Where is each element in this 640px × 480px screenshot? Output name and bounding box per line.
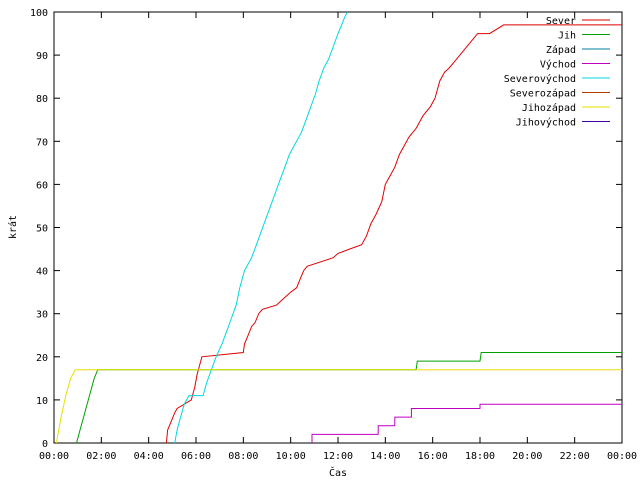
y-axis-label: krát xyxy=(7,215,19,239)
y-tick-label: 50 xyxy=(36,224,48,235)
legend: Sever Jih Západ Východ Severovýchod Severozáp… xyxy=(504,16,610,129)
series-line-sever xyxy=(165,24,622,444)
x-tick-label: 00:00 xyxy=(607,451,637,462)
x-tick-label: 00:00 xyxy=(39,451,69,462)
x-tick-label: 06:00 xyxy=(181,451,211,462)
series-line-východ xyxy=(311,403,622,443)
x-tick-label: 12:00 xyxy=(323,451,353,462)
y-tick-label: 60 xyxy=(36,180,48,191)
series-line-jihozápad xyxy=(55,369,622,444)
x-tick-label: 02:00 xyxy=(86,451,116,462)
series-line-jih xyxy=(76,352,622,444)
x-axis-label: Čas xyxy=(329,466,347,479)
x-tick-label: 14:00 xyxy=(370,451,400,462)
x-tick-label: 10:00 xyxy=(276,451,306,462)
legend-label: Severozápad xyxy=(510,88,576,100)
legend-label: Severovýchod xyxy=(504,73,576,85)
x-tick-label: 18:00 xyxy=(465,451,495,462)
legend-label: Jihovýchod xyxy=(516,117,576,129)
y-tick-label: 100 xyxy=(30,8,48,19)
x-tick-label: 16:00 xyxy=(418,451,448,462)
y-tick-label: 30 xyxy=(36,310,48,321)
x-tick-label: 20:00 xyxy=(512,451,542,462)
y-tick-label: 10 xyxy=(36,396,48,407)
legend-label: Jihozápad xyxy=(522,102,576,114)
x-tick-label: 04:00 xyxy=(134,451,164,462)
axis-ticks: 0 10 20 30 40 50 60 70 80 90 100 00:00 02:00 04:00 06:… xyxy=(30,8,637,462)
x-tick-label: 08:00 xyxy=(228,451,258,462)
y-tick-label: 40 xyxy=(36,267,48,278)
legend-label: Sever xyxy=(546,16,576,27)
series-lines xyxy=(55,11,622,444)
legend-label: Jih xyxy=(558,31,576,42)
y-tick-label: 70 xyxy=(36,137,48,148)
legend-label: Západ xyxy=(546,44,576,56)
y-tick-label: 90 xyxy=(36,51,48,62)
series-line-severovýchod xyxy=(174,11,348,444)
y-tick-label: 80 xyxy=(36,94,48,105)
legend-label: Východ xyxy=(540,59,576,71)
y-tick-label: 20 xyxy=(36,353,48,364)
x-tick-label: 22:00 xyxy=(560,451,590,462)
y-tick-label: 0 xyxy=(42,439,48,450)
